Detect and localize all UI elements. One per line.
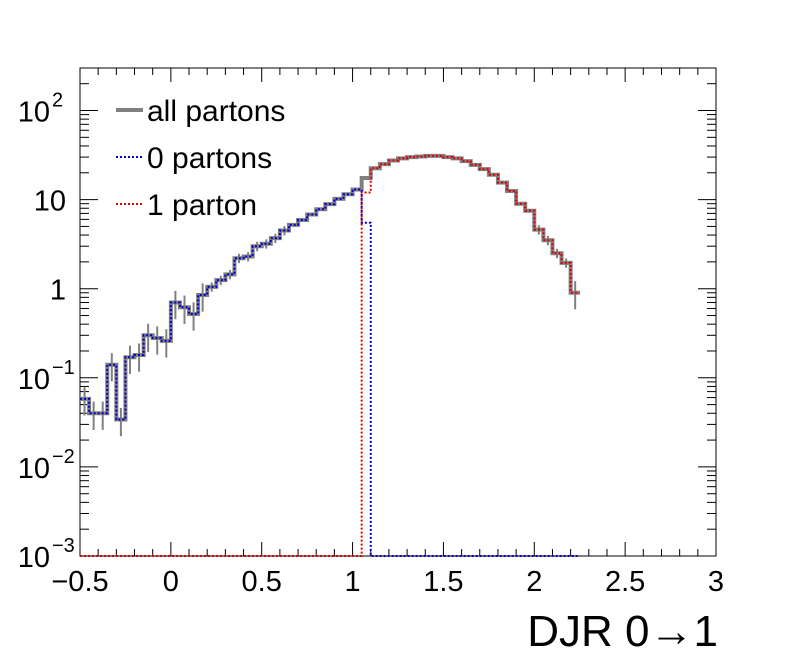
y-tick-label-base: 10 xyxy=(18,542,50,574)
y-tick-label-exponent: −1 xyxy=(52,357,75,379)
y-tick-label: 1 xyxy=(50,275,66,307)
x-tick-label: 1 xyxy=(345,566,361,598)
tick-marks xyxy=(79,67,717,557)
x-tick-label: 0 xyxy=(163,566,179,598)
x-tick-label: 2.5 xyxy=(605,566,645,598)
x-tick-label: 1.5 xyxy=(423,566,463,598)
x-tick-label: 0.5 xyxy=(242,566,282,598)
y-tick-label-exponent: −2 xyxy=(52,446,75,468)
x-tick-label: −0.5 xyxy=(51,566,108,598)
x-axis-title: DJR 0→1 xyxy=(527,607,718,656)
legend: all partons 0 partons 1 parton xyxy=(116,95,285,222)
y-tick-label-base: 10 xyxy=(18,453,50,485)
x-tick-labels: −0.5 0 0.5 1 1.5 2 2.5 3 xyxy=(51,566,724,598)
y-tick-label-base: 10 xyxy=(18,364,50,396)
legend-label: all partons xyxy=(147,95,285,128)
y-tick-label-exponent: −3 xyxy=(52,535,75,557)
series-1-parton-line xyxy=(80,154,580,557)
legend-label: 0 partons xyxy=(147,142,272,175)
x-tick-label: 3 xyxy=(708,566,724,598)
x-tick-label: 2 xyxy=(526,566,542,598)
y-tick-label-exponent: 2 xyxy=(52,90,63,112)
y-tick-label: 10 xyxy=(34,186,66,218)
series-group xyxy=(80,153,580,557)
legend-label: 1 parton xyxy=(147,189,257,222)
plot-frame xyxy=(79,67,717,557)
series-0-partons-line xyxy=(80,188,580,557)
y-tick-label-base: 10 xyxy=(18,97,50,129)
